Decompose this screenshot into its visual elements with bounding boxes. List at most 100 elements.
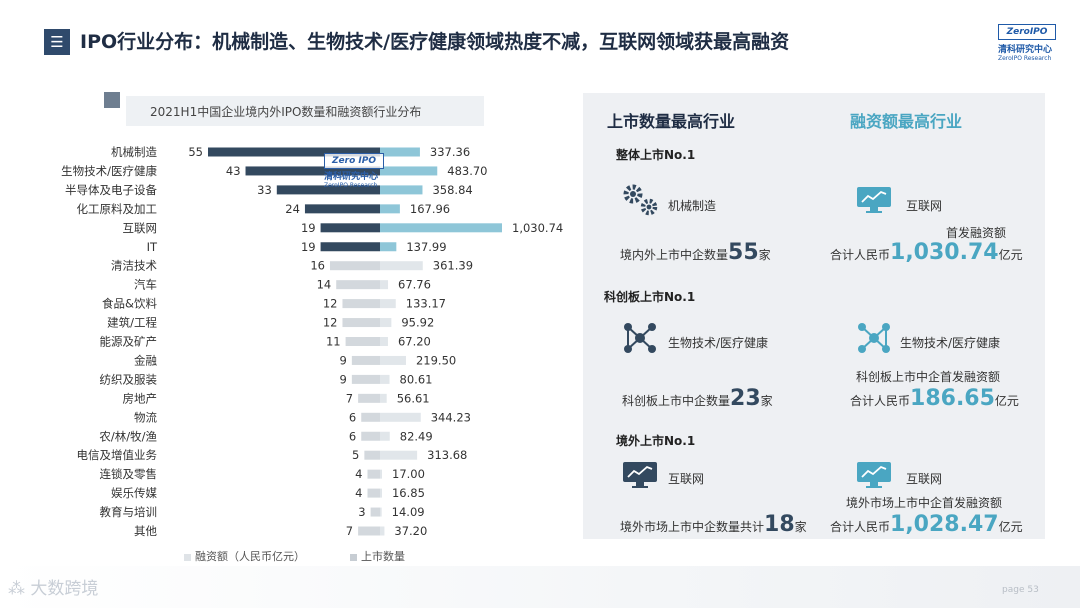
count-label: 12: [323, 316, 338, 330]
amount-label: 16.85: [392, 486, 425, 500]
chart-title: 2021H1中国企业境内外IPO数量和融资额行业分布: [150, 105, 422, 119]
amount-bar: [380, 526, 385, 536]
section-overseas-title: 境外上市No.1: [616, 434, 696, 448]
amount-label: 313.68: [427, 448, 467, 462]
amount-bar: [380, 223, 502, 233]
count-label: 19: [301, 240, 316, 254]
category-label: 娱乐传媒: [111, 486, 157, 500]
molecule-icon: [858, 323, 890, 353]
count-label: 11: [326, 335, 341, 349]
amount-bar: [380, 507, 382, 517]
category-label: 电信及增值业务: [77, 448, 158, 462]
amount-label: 137.99: [406, 240, 446, 254]
legend-count-swatch: [350, 553, 357, 561]
amount-bar: [380, 147, 420, 157]
panel-head-amount: 融资额最高行业: [850, 112, 963, 131]
count-label: 19: [301, 221, 316, 235]
hamburger-icon[interactable]: ☰: [44, 29, 70, 55]
chart-title-background: [126, 96, 484, 126]
amount-bar: [380, 280, 389, 290]
count-label: 9: [340, 372, 347, 386]
amount-bar: [380, 185, 423, 195]
count-bar: [336, 280, 380, 290]
chart-watermark: Zero IPO 清科研究中心 ZeroIPO Research: [324, 153, 384, 189]
amount-label: 361.39: [433, 259, 473, 273]
legend-amount-swatch: [184, 553, 191, 561]
count-bar: [351, 355, 380, 365]
count-bar: [245, 166, 380, 176]
amount-bar: [380, 242, 397, 252]
category-label: 互联网: [123, 221, 158, 235]
count-label: 6: [349, 410, 356, 424]
count-label: 7: [346, 524, 353, 538]
amount-bar: [380, 412, 421, 422]
amount-label: 344.23: [431, 410, 471, 424]
category-label: 农/林/牧/渔: [99, 429, 157, 443]
amount-label: 14.09: [392, 505, 425, 519]
amount-bar: [380, 166, 438, 176]
amount-label: 219.50: [416, 353, 456, 367]
count-label: 6: [349, 429, 356, 443]
amount-bar: [380, 431, 390, 441]
count-label: 4: [355, 467, 362, 481]
count-bar: [361, 431, 380, 441]
category-label: 食品&饮料: [102, 297, 157, 311]
count-label: 12: [323, 297, 338, 311]
star-right-stat: 合计人民币186.65亿元: [850, 386, 1019, 411]
footer-brand: ⁂ 大数跨境: [8, 579, 99, 599]
count-bar: [370, 507, 380, 517]
amount-label: 95.92: [401, 316, 434, 330]
category-label: IT: [147, 240, 158, 254]
overall-right-stat: 合计人民币1,030.74亿元: [830, 240, 1023, 265]
amount-label: 67.20: [398, 335, 431, 349]
amount-label: 17.00: [392, 467, 425, 481]
star-right-industry: 生物技术/医疗健康: [900, 336, 1001, 350]
amount-bar: [380, 204, 400, 214]
count-bar: [320, 242, 380, 252]
category-label: 建筑/工程: [107, 316, 157, 330]
amount-label: 133.17: [406, 297, 446, 311]
amount-bar: [380, 261, 423, 271]
page-number: page 53: [1002, 585, 1039, 595]
section-overall-title: 整体上市No.1: [616, 148, 696, 162]
amount-label: 37.20: [394, 524, 427, 538]
star-left-industry: 生物技术/医疗健康: [668, 336, 769, 350]
amount-bar: [380, 469, 383, 479]
category-label: 其他: [134, 524, 157, 538]
count-label: 43: [226, 164, 241, 178]
overall-right-caption: 首发融资额: [946, 226, 1007, 240]
category-label: 半导体及电子设备: [65, 183, 157, 197]
amount-label: 337.36: [430, 145, 470, 159]
count-label: 9: [340, 353, 347, 367]
monitor-chart-icon: [857, 187, 891, 213]
overall-left-industry: 机械制造: [668, 199, 717, 213]
count-bar: [329, 261, 380, 271]
category-label: 物流: [134, 410, 157, 424]
chart-title-square: [104, 92, 120, 108]
count-bar: [364, 450, 380, 460]
category-label: 清洁技术: [111, 259, 157, 273]
count-bar: [342, 318, 380, 328]
count-label: 14: [317, 278, 332, 292]
amount-label: 483.70: [447, 164, 487, 178]
count-bar: [320, 223, 380, 233]
amount-bar: [380, 337, 388, 346]
footer-bar: [0, 566, 1080, 608]
category-label: 教育与培训: [100, 505, 158, 519]
amount-bar: [380, 488, 382, 498]
star-left-stat: 科创板上市中企数量23家: [622, 386, 773, 411]
count-bar: [361, 412, 380, 422]
amount-bar: [380, 355, 406, 365]
category-label: 汽车: [134, 278, 157, 292]
category-label: 金融: [134, 353, 157, 367]
legend-count: 上市数量: [350, 548, 405, 564]
category-label: 机械制造: [111, 145, 157, 159]
amount-bar: [380, 393, 387, 403]
overseas-left-stat: 境外市场上市中企数量共计18家: [620, 512, 807, 537]
page-title: IPO行业分布：机械制造、生物技术/医疗健康领域热度不减，互联网领域获最高融资: [80, 31, 790, 53]
category-label: 纺织及服装: [100, 372, 158, 386]
count-bar: [345, 337, 380, 346]
category-label: 能源及矿产: [100, 335, 158, 349]
legend-amount: 融资额（人民币亿元）: [184, 548, 305, 564]
monitor-chart-icon: [857, 462, 891, 488]
